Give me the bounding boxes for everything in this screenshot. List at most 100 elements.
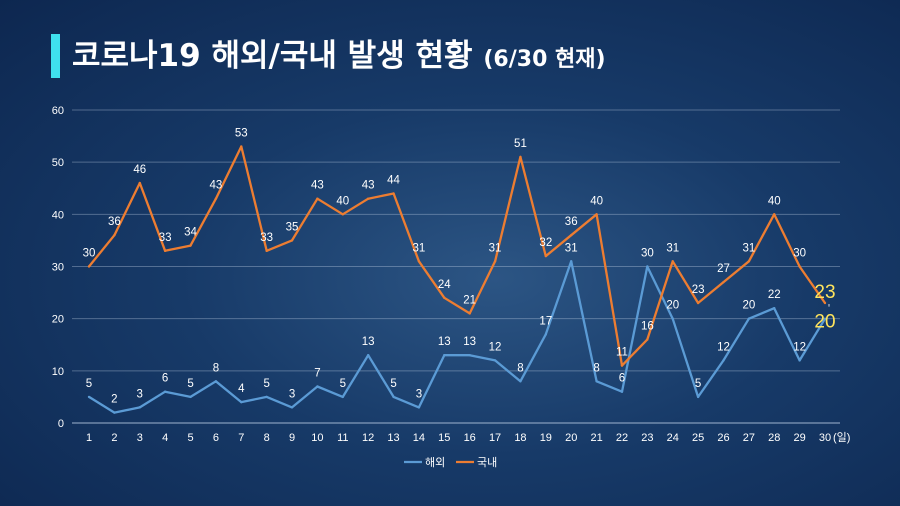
series-lines xyxy=(87,145,827,414)
data-point xyxy=(570,260,573,263)
data-label: 5 xyxy=(390,378,396,390)
data-point xyxy=(290,406,294,409)
chart-title: 코로나19 해외/국내 발생 현황 (6/30 현재) xyxy=(72,34,606,82)
data-point xyxy=(519,155,522,159)
x-tick-label: 23 xyxy=(641,432,653,444)
data-label: 3 xyxy=(416,388,422,400)
data-point xyxy=(544,333,548,336)
x-tick-label: 30 xyxy=(819,432,831,444)
x-tick-label: 1 xyxy=(86,432,92,444)
data-label: 2 xyxy=(111,394,117,406)
data-point xyxy=(316,385,319,388)
x-tick-label: 2 xyxy=(111,432,117,444)
data-point xyxy=(620,390,624,393)
legend-label: 해외 xyxy=(425,455,445,469)
data-point xyxy=(468,353,471,357)
x-tick-label: 25 xyxy=(692,432,704,444)
data-point xyxy=(544,254,548,258)
data-point xyxy=(113,411,116,414)
y-tick-label: 20 xyxy=(52,314,64,326)
data-label: 5 xyxy=(187,378,193,390)
data-label: 43 xyxy=(362,180,375,192)
data-label: 34 xyxy=(184,227,197,239)
x-tick-label: 19 xyxy=(540,432,552,444)
data-label: 40 xyxy=(768,195,781,207)
data-label-final: 23 xyxy=(814,282,835,303)
data-label: 17 xyxy=(539,315,552,327)
y-tick-label: 0 xyxy=(58,418,64,430)
data-label: 12 xyxy=(489,341,502,353)
data-label: 24 xyxy=(438,279,451,291)
y-tick-label: 40 xyxy=(52,209,64,221)
data-point xyxy=(87,265,91,268)
data-label: 31 xyxy=(565,242,578,254)
x-tick-label: 20 xyxy=(565,432,577,444)
data-point xyxy=(595,380,598,383)
data-point xyxy=(138,406,141,409)
x-tick-label: 9 xyxy=(289,432,295,444)
data-point xyxy=(189,395,192,399)
data-point xyxy=(392,395,395,399)
x-tick-label: 28 xyxy=(768,432,780,444)
data-point xyxy=(823,301,827,305)
data-label: 23 xyxy=(692,284,705,296)
data-point xyxy=(290,239,294,242)
data-label: 30 xyxy=(83,248,96,260)
data-label: 13 xyxy=(362,336,375,348)
data-point xyxy=(138,181,141,185)
title-accent-bar xyxy=(51,34,60,78)
series-line-overseas xyxy=(88,260,826,414)
y-tick-label: 10 xyxy=(52,366,64,378)
data-label: 36 xyxy=(108,216,121,228)
data-point xyxy=(417,260,421,263)
data-label: 8 xyxy=(213,362,219,374)
data-label: 30 xyxy=(641,248,654,260)
data-point xyxy=(493,260,497,263)
data-point xyxy=(646,265,649,268)
data-point xyxy=(620,364,624,367)
x-tick-label: 11 xyxy=(337,432,348,444)
data-point xyxy=(722,359,725,362)
data-point xyxy=(316,197,319,200)
data-point xyxy=(646,338,649,341)
x-tick-label: 15 xyxy=(438,432,450,444)
x-tick-label: 22 xyxy=(616,432,628,444)
data-label: 32 xyxy=(539,237,552,249)
data-label: 27 xyxy=(717,263,730,275)
data-label: 46 xyxy=(133,164,146,176)
data-point xyxy=(392,192,395,195)
data-label: 8 xyxy=(517,362,523,374)
data-point xyxy=(87,395,91,399)
data-point xyxy=(341,395,344,399)
data-point xyxy=(443,296,446,299)
data-label: 31 xyxy=(413,242,426,254)
data-label: 33 xyxy=(159,232,172,244)
data-point xyxy=(265,395,268,399)
data-label: 12 xyxy=(717,341,730,353)
data-label: 13 xyxy=(438,336,451,348)
data-label: 12 xyxy=(793,341,806,353)
data-label: 20 xyxy=(742,300,755,312)
data-label: 8 xyxy=(593,362,599,374)
x-tick-label: 16 xyxy=(464,432,476,444)
chart-title-main: 코로나19 해외/국내 발생 현황 xyxy=(72,38,473,74)
data-point xyxy=(443,353,446,357)
data-label: 44 xyxy=(387,174,400,186)
data-label: 6 xyxy=(162,373,168,385)
data-point xyxy=(163,249,167,253)
x-tick-label: 26 xyxy=(717,432,729,444)
data-label: 31 xyxy=(742,242,755,254)
data-label: 3 xyxy=(289,388,295,400)
data-point xyxy=(722,280,725,284)
y-axis-ticks: 0 10 20 30 40 50 60 xyxy=(52,105,64,430)
x-tick-label: 27 xyxy=(743,432,755,444)
data-point xyxy=(798,359,801,362)
data-label-final: 20 xyxy=(814,312,835,333)
data-point xyxy=(798,265,801,268)
data-label: 16 xyxy=(641,321,654,333)
data-label: 40 xyxy=(590,195,603,207)
x-tick-label: 8 xyxy=(264,432,270,444)
data-label: 4 xyxy=(238,383,245,395)
